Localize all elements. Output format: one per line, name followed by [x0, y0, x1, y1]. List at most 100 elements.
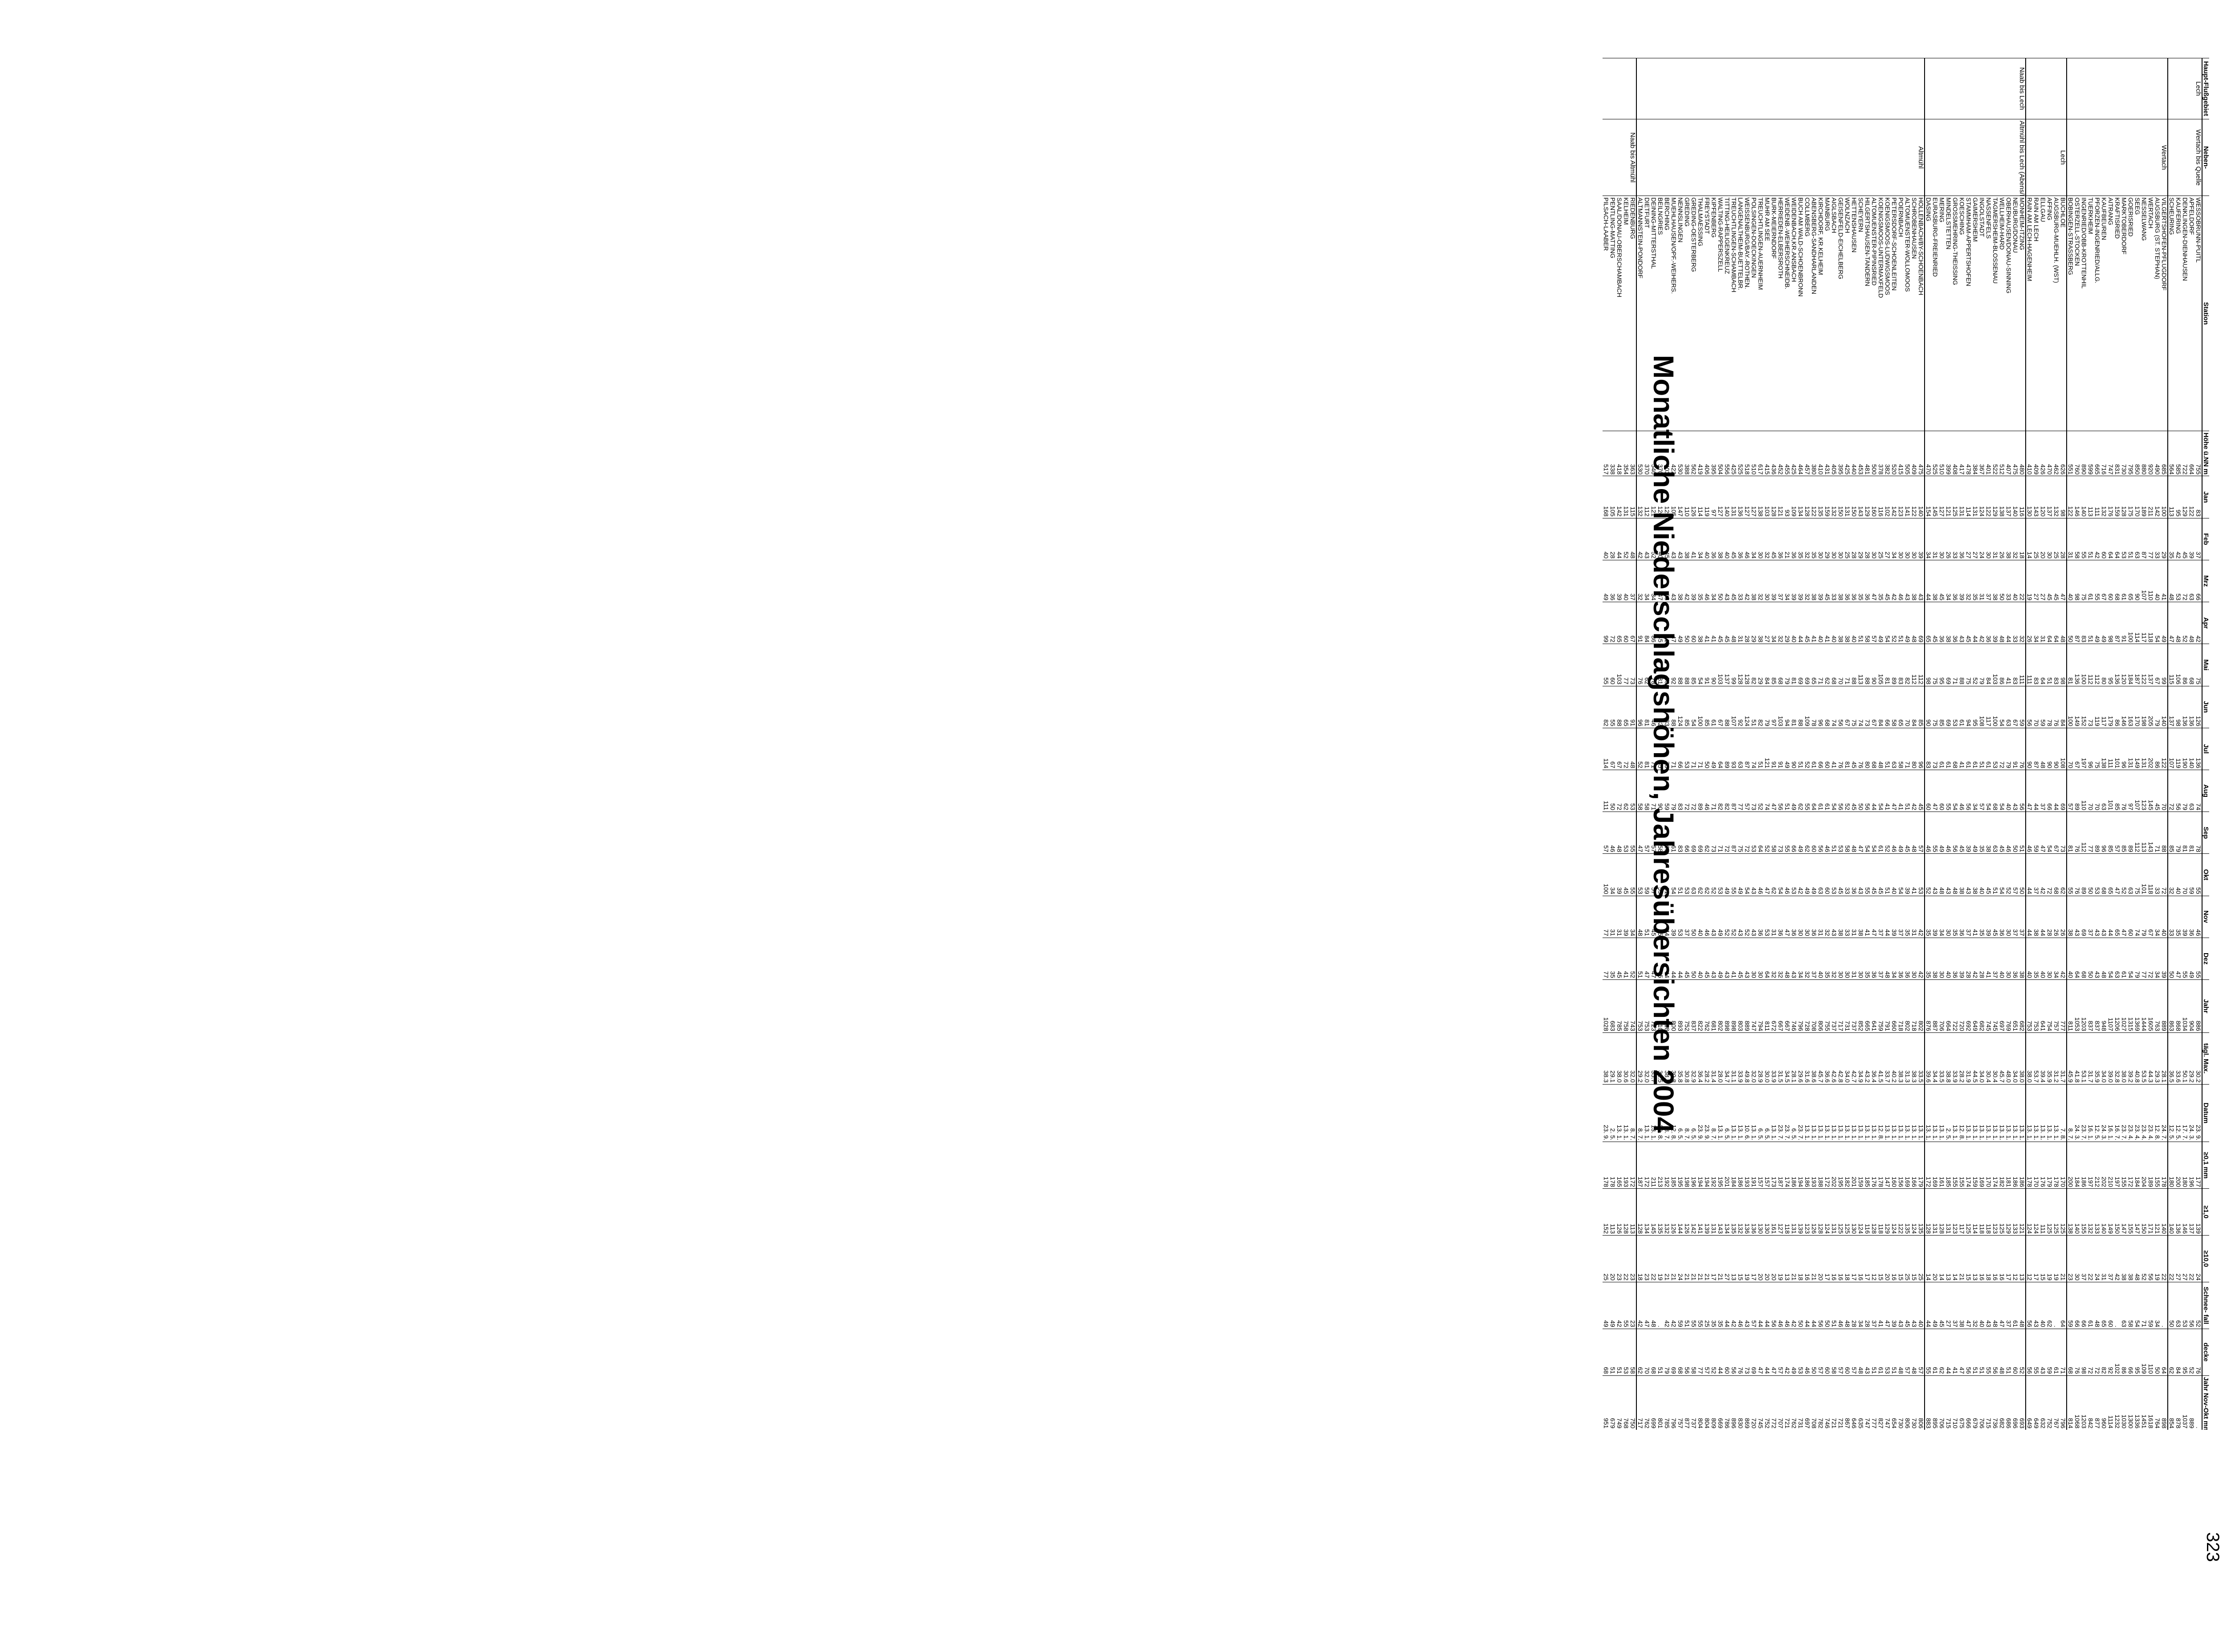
- value-cell: 12. 5.: [2168, 1084, 2175, 1142]
- value-cell: 128: [1636, 1188, 1644, 1236]
- value-cell: 109: [1791, 476, 1797, 518]
- value-cell: 49: [1972, 812, 1978, 854]
- value-cell: 13. 1.: [2026, 1084, 2033, 1142]
- value-cell: 34.7: [1724, 1032, 1730, 1085]
- value-cell: 34: [1750, 518, 1757, 560]
- table-row: WEIDENB.-WEIHERSCHNEIDB. 455 93 21 34 29 79 94 4…: [1784, 58, 1791, 1430]
- value-cell: 720: [1958, 979, 1965, 1033]
- value-cell: 52: [2182, 602, 2188, 644]
- value-cell: 130: [1757, 1188, 1764, 1236]
- value-cell: 36: [1958, 518, 1965, 560]
- value-cell: 38: [1837, 896, 1844, 938]
- value-cell: 46: [1804, 1329, 1811, 1376]
- value-cell: 63: [2134, 518, 2141, 560]
- value-cell: 16: [1804, 1235, 1811, 1282]
- value-cell: 54: [1871, 812, 1877, 854]
- value-cell: 50: [1704, 728, 1710, 770]
- value-cell: 1451: [2141, 1375, 2147, 1430]
- value-cell: 147: [1884, 1142, 1891, 1189]
- haupt-cell: [1737, 58, 1744, 119]
- value-cell: 641: [1871, 979, 1877, 1033]
- value-cell: 30: [2074, 1235, 2080, 1282]
- value-cell: 38: [1932, 560, 1938, 602]
- value-cell: 126: [1811, 1188, 1817, 1236]
- table-row: APFELDORF 664 122 39 63 48 68 136 140 63 81 59 36 49 9…: [2188, 58, 2195, 1430]
- station-cell: KELHEIM: [1623, 196, 1629, 431]
- neben-cell: Wertach: [2161, 119, 2168, 196]
- value-cell: 143: [2033, 476, 2039, 518]
- value-cell: 43: [1904, 560, 1911, 602]
- table-row: SEEG 850 170 63 90 114 187 170 149 107 112 75 74 79 13…: [2134, 58, 2141, 1430]
- neben-header: Neben-: [2202, 119, 2209, 196]
- station-cell: KOESCHING: [1958, 196, 1965, 431]
- value-cell: 42: [2114, 1235, 2121, 1282]
- value-cell: 15: [1965, 1235, 1972, 1282]
- station-cell: GREDING-OESTERBERG: [1690, 196, 1697, 431]
- table-row: INGOLSTADT 367 124 24 31 42 79 108 51 57 35 40 35 28 6…: [1978, 58, 1985, 1430]
- value-cell: 186: [1804, 1142, 1811, 1189]
- value-cell: 137: [2046, 476, 2053, 518]
- neben-cell: [1871, 119, 1877, 196]
- station-cell: KOENIGSMOOS-UNTERMAXFELD: [1877, 196, 1884, 431]
- value-cell: 796: [1797, 979, 1804, 1033]
- value-cell: 64: [2114, 518, 2121, 560]
- neben-cell: [1877, 119, 1884, 196]
- value-cell: 47: [2121, 896, 2127, 938]
- haupt-cell: [2094, 58, 2101, 119]
- value-cell: 669: [1717, 1375, 1724, 1430]
- haupt-cell: [1925, 58, 1932, 119]
- value-cell: 31: [2101, 1235, 2107, 1282]
- value-cell: 50: [1824, 1282, 1831, 1329]
- value-cell: 63: [2188, 560, 2195, 602]
- value-cell: 33.7: [1884, 1032, 1891, 1085]
- value-cell: 30: [1945, 896, 1952, 938]
- value-cell: 47: [1958, 1329, 1965, 1376]
- neben-cell: Lech: [2060, 119, 2067, 196]
- value-cell: 41: [1811, 602, 1817, 644]
- value-cell: 889: [2161, 979, 2168, 1033]
- value-cell: 681: [1710, 979, 1717, 1033]
- value-cell: 155: [1952, 1142, 1958, 1189]
- value-cell: 140: [2188, 728, 2195, 770]
- value-cell: 667: [1784, 979, 1791, 1033]
- neben-cell: [1945, 119, 1952, 196]
- value-cell: 757: [2053, 979, 2060, 1033]
- value-cell: 40: [1891, 853, 1897, 896]
- value-cell: 198: [2141, 686, 2147, 728]
- value-cell: 378: [1877, 431, 1884, 476]
- value-cell: 54: [1777, 853, 1784, 896]
- month-header: Jun: [2202, 686, 2209, 728]
- haupt-cell: [2188, 58, 2195, 119]
- value-cell: 59: [2019, 686, 2026, 728]
- value-cell: 98: [2060, 644, 2067, 686]
- value-cell: 150: [1837, 476, 1844, 518]
- value-cell: 69: [1750, 1329, 1757, 1376]
- value-cell: 455: [1784, 431, 1791, 476]
- value-cell: 14: [1938, 1235, 1945, 1282]
- value-cell: 69: [2080, 896, 2087, 938]
- value-cell: 951: [1603, 1375, 1609, 1430]
- value-cell: 20: [1609, 1235, 1616, 1282]
- value-cell: 123: [1992, 1188, 1999, 1236]
- value-cell: 44: [1972, 602, 1978, 644]
- value-cell: 59: [2188, 853, 2195, 896]
- neben-cell: [2127, 119, 2134, 196]
- value-cell: 551: [2067, 431, 2074, 476]
- value-cell: 89: [1724, 728, 1730, 770]
- value-cell: 747: [1884, 1375, 1891, 1430]
- value-cell: 89: [1891, 644, 1897, 686]
- value-cell: 21: [1791, 1235, 1797, 1282]
- value-cell: 51: [1609, 1329, 1616, 1376]
- value-cell: 45: [1965, 602, 1972, 644]
- value-cell: 27: [1724, 1235, 1730, 1282]
- value-cell: 69: [1917, 602, 1925, 644]
- value-cell: 68: [1824, 686, 1831, 728]
- value-cell: 41: [2005, 644, 2012, 686]
- value-cell: 81: [2067, 644, 2074, 686]
- value-cell: 38: [2067, 896, 2074, 938]
- neben-cell: [1603, 119, 1609, 196]
- value-cell: 63: [1737, 728, 1744, 770]
- value-cell: 152: [2080, 686, 2087, 728]
- value-cell: 118: [1978, 1188, 1985, 1236]
- value-cell: 45: [1884, 560, 1891, 602]
